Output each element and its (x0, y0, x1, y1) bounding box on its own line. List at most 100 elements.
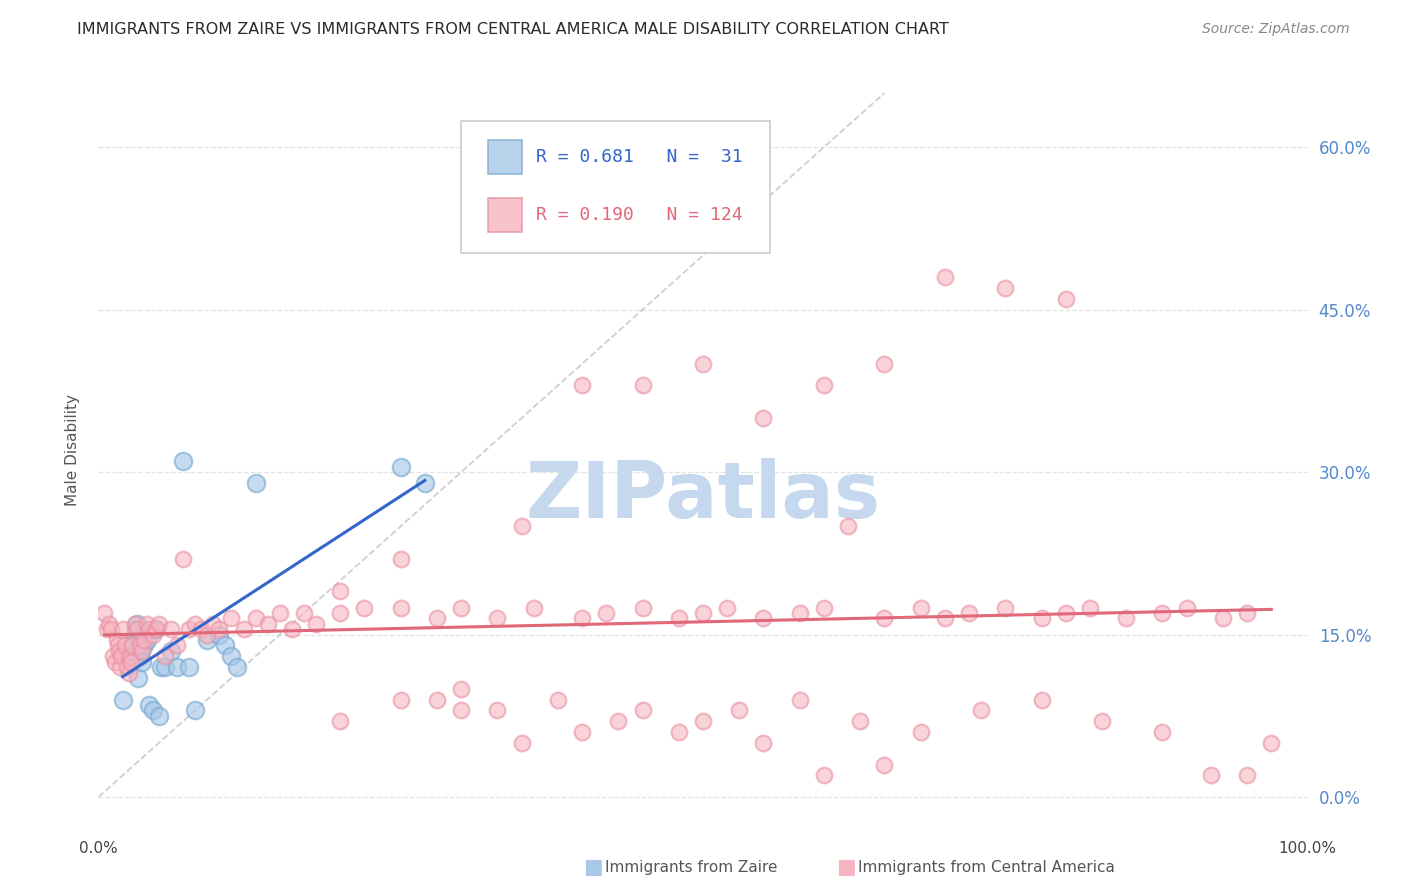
Point (1078, 600, 1101, 615)
Point (873, 357, 896, 371)
Point (752, 736, 775, 750)
Point (994, 281, 1017, 295)
Point (129, 644, 152, 658)
Point (510, 736, 533, 750)
Point (269, 606, 291, 620)
Point (728, 703, 751, 717)
Point (117, 660, 139, 674)
Point (813, 768, 835, 782)
Point (389, 692, 412, 706)
Point (1152, 606, 1174, 620)
Point (138, 698, 160, 712)
Point (166, 660, 188, 674)
Point (837, 519, 859, 533)
Point (118, 665, 141, 680)
Point (1031, 692, 1053, 706)
Point (970, 703, 993, 717)
Point (752, 411, 775, 425)
Point (101, 649, 124, 664)
Point (692, 714, 714, 729)
Point (114, 639, 136, 653)
Point (245, 475, 267, 490)
Point (93, 606, 115, 620)
Point (160, 644, 183, 658)
Point (523, 600, 546, 615)
Point (214, 639, 236, 653)
Point (121, 639, 143, 653)
Point (125, 622, 148, 636)
Point (450, 681, 472, 696)
Point (329, 606, 352, 620)
Point (134, 633, 156, 648)
Point (145, 622, 167, 636)
Point (1115, 611, 1137, 625)
Point (172, 551, 194, 566)
Point (153, 649, 176, 664)
Point (1236, 606, 1258, 620)
Point (148, 708, 170, 723)
Point (910, 725, 932, 739)
Point (631, 600, 654, 615)
Point (172, 454, 194, 468)
Point (1175, 600, 1198, 615)
Point (668, 611, 690, 625)
Point (353, 600, 375, 615)
Point (256, 616, 278, 631)
Point (631, 703, 654, 717)
Point (668, 725, 690, 739)
Point (104, 655, 127, 669)
Point (145, 622, 167, 636)
Point (179, 660, 201, 674)
Point (1031, 611, 1053, 625)
Point (127, 671, 149, 685)
Point (1236, 768, 1258, 782)
Point (607, 714, 630, 729)
Point (1212, 611, 1234, 625)
Point (813, 378, 835, 392)
Point (789, 692, 811, 706)
Point (150, 660, 173, 674)
Point (389, 551, 412, 566)
Point (413, 475, 436, 490)
Point (148, 616, 170, 631)
Point (184, 616, 207, 631)
Point (292, 606, 315, 620)
Point (510, 519, 533, 533)
Point (910, 600, 932, 615)
Point (184, 703, 207, 717)
Point (127, 616, 149, 631)
Text: Immigrants from Central America: Immigrants from Central America (858, 860, 1115, 874)
Point (100, 622, 122, 636)
Point (195, 633, 218, 648)
Point (179, 622, 201, 636)
Point (595, 606, 617, 620)
Point (1199, 768, 1222, 782)
Bar (488, 139, 522, 174)
Point (571, 378, 593, 392)
Point (631, 378, 654, 392)
Point (208, 627, 231, 641)
Point (131, 644, 153, 658)
Point (118, 649, 141, 664)
Point (118, 644, 141, 658)
Point (105, 633, 128, 648)
Point (571, 725, 593, 739)
Point (716, 600, 738, 615)
Text: IMMIGRANTS FROM ZAIRE VS IMMIGRANTS FROM CENTRAL AMERICA MALE DISABILITY CORRELA: IMMIGRANTS FROM ZAIRE VS IMMIGRANTS FROM… (77, 22, 949, 37)
Point (329, 714, 352, 729)
Point (135, 616, 157, 631)
Point (134, 639, 156, 653)
Point (142, 703, 165, 717)
Point (1091, 714, 1114, 729)
Point (849, 714, 872, 729)
Point (107, 639, 129, 653)
Point (96, 622, 118, 636)
Bar (488, 198, 522, 232)
Text: R = 0.190   N = 124: R = 0.190 N = 124 (536, 206, 742, 224)
Point (127, 622, 149, 636)
Point (166, 639, 188, 653)
Point (110, 649, 132, 664)
Point (190, 622, 212, 636)
Point (547, 692, 569, 706)
Point (329, 584, 352, 599)
